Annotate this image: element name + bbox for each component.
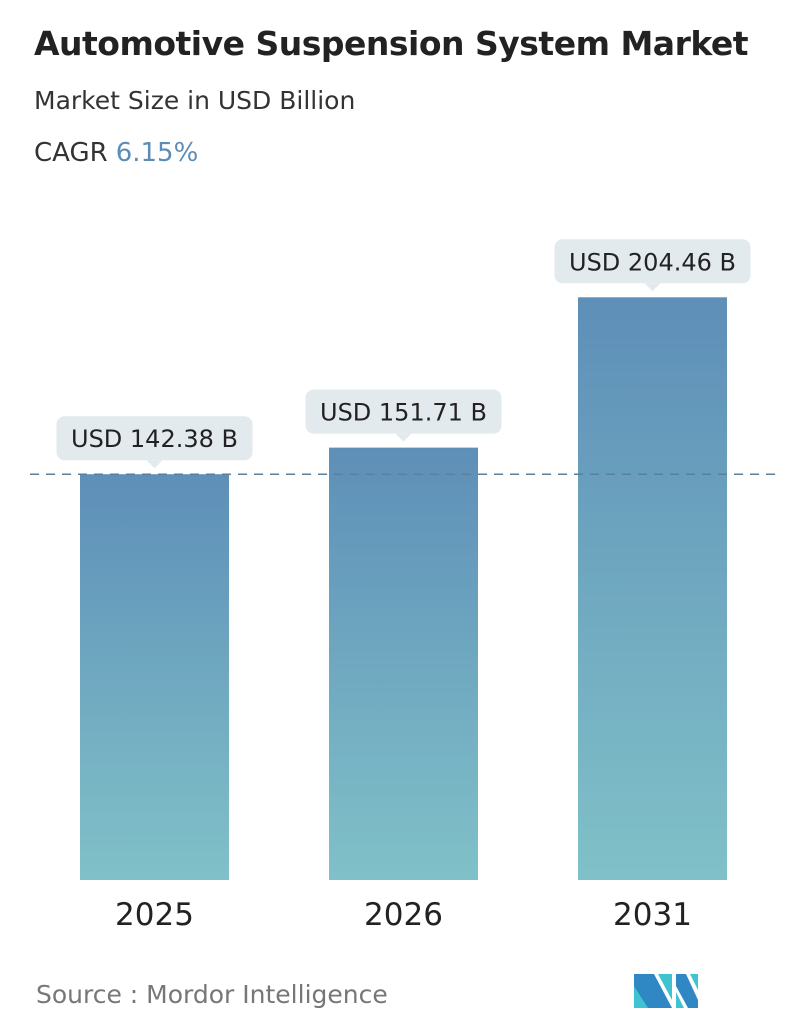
x-tick-label: 2026 bbox=[364, 897, 443, 933]
x-tick-label: 2025 bbox=[115, 897, 194, 933]
chart-subtitle: Market Size in USD Billion bbox=[34, 86, 356, 115]
cagr-label: CAGR bbox=[34, 138, 108, 168]
cagr-value: 6.15% bbox=[115, 138, 199, 168]
chart-title: Automotive Suspension System Market bbox=[34, 24, 749, 63]
source-text: Source : Mordor Intelligence bbox=[36, 980, 388, 1009]
data-label-pointer bbox=[395, 433, 412, 442]
cagr: CAGR 6.15% bbox=[34, 138, 198, 168]
data-label-bg bbox=[554, 239, 751, 284]
bar-2025 bbox=[80, 474, 229, 880]
bar-2026 bbox=[329, 447, 478, 880]
data-label-bg bbox=[305, 389, 502, 434]
x-tick-label: 2031 bbox=[613, 897, 692, 933]
mordor-logo bbox=[634, 974, 698, 1008]
data-label-pointer bbox=[146, 460, 163, 469]
data-label-pointer bbox=[644, 283, 661, 292]
data-label-bg bbox=[56, 416, 253, 461]
bar-2031 bbox=[578, 297, 727, 880]
data-label: USD 151.71 B bbox=[320, 399, 487, 427]
data-label: USD 142.38 B bbox=[71, 425, 238, 453]
data-label: USD 204.46 B bbox=[569, 248, 736, 276]
